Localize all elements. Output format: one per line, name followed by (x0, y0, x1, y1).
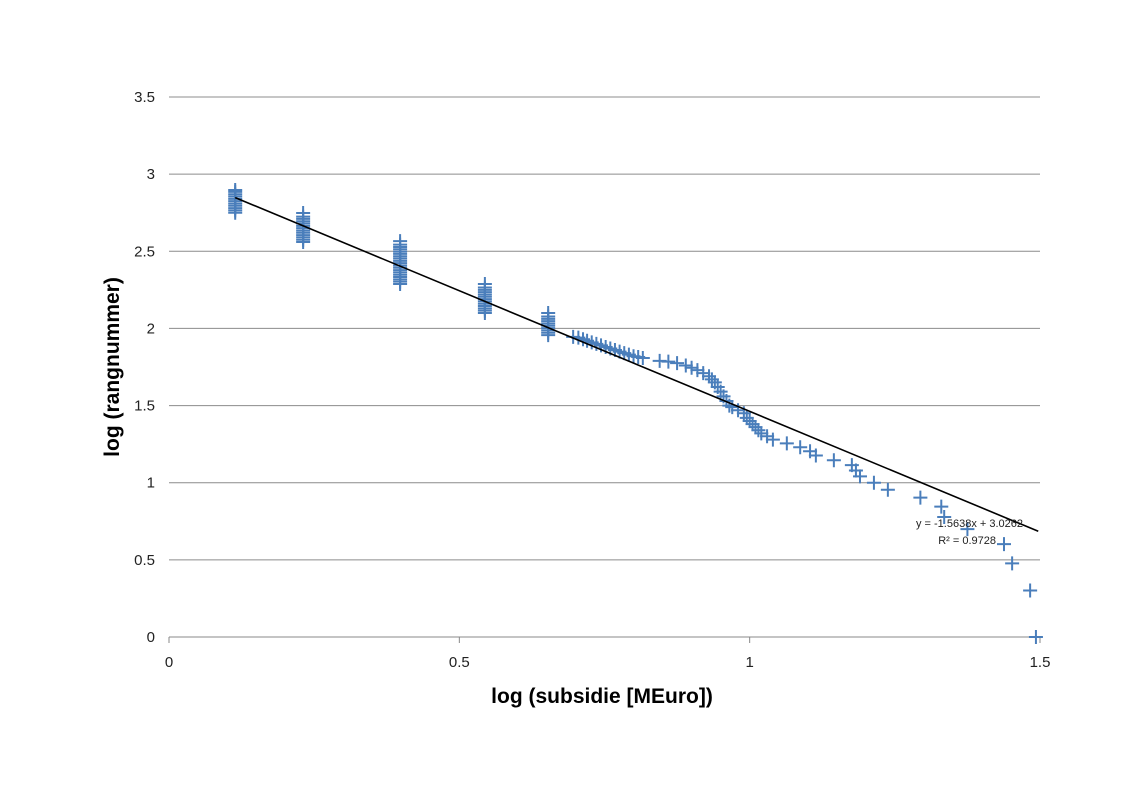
data-point (661, 354, 676, 369)
data-point (684, 360, 699, 375)
x-axis-title: log (subsidie [MEuro]) (491, 685, 713, 708)
data-point (852, 469, 867, 484)
x-tick-labels: 0 0.5 1 1.5 (165, 637, 1051, 671)
data-point (477, 276, 492, 291)
data-point (765, 432, 780, 447)
data-point (960, 522, 975, 537)
data-point (670, 356, 685, 371)
data-point (913, 490, 928, 505)
data-point (826, 453, 841, 468)
data-point (866, 475, 881, 490)
data-point (745, 417, 760, 432)
y-tick-label: 3 (147, 166, 155, 183)
data-point (742, 414, 757, 428)
data-point (635, 351, 650, 366)
x-tick-label: 1 (745, 654, 753, 671)
y-tick-labels: 0 0.5 1 1.5 2 2.5 3 3.5 (134, 89, 155, 646)
data-point (678, 358, 693, 373)
trendline (234, 196, 1039, 533)
x-tick-label: 1.5 (1030, 654, 1051, 671)
data-point (1005, 556, 1020, 571)
data-point (779, 436, 794, 451)
data-point (1028, 630, 1043, 644)
data-point (731, 403, 746, 418)
y-tick-label: 1.5 (134, 398, 155, 415)
data-point (748, 420, 763, 435)
data-point (704, 372, 719, 387)
y-axis-title: log (rangnummer) (101, 277, 124, 457)
data-point (754, 426, 769, 441)
y-tick-label: 2.5 (134, 243, 155, 260)
data-point (793, 440, 808, 455)
y-tick-label: 0.5 (134, 552, 155, 569)
data-point (808, 448, 823, 463)
y-tick-label: 1 (147, 475, 155, 492)
data-point (751, 423, 766, 438)
data-point (934, 499, 949, 514)
gridlines (169, 96, 1040, 561)
data-point (937, 509, 952, 524)
data-point (739, 410, 754, 425)
data-point (996, 537, 1011, 552)
data-points (228, 183, 1043, 644)
data-point (296, 206, 311, 221)
data-point (1023, 583, 1038, 598)
data-point (760, 429, 775, 444)
y-tick-label: 0 (147, 629, 155, 646)
data-point (228, 183, 243, 198)
data-point (880, 482, 895, 497)
x-tick-label: 0.5 (449, 654, 470, 671)
data-point (690, 363, 705, 378)
trendline-equation: y = -1.5638x + 3.0262 (916, 518, 1023, 530)
data-point (702, 369, 717, 384)
data-point (393, 234, 408, 249)
trendline-r2: R² = 0.9728 (938, 535, 996, 547)
x-tick-label: 0 (165, 654, 173, 671)
y-tick-label: 2 (147, 320, 155, 337)
data-point (725, 400, 740, 415)
y-tick-label: 3.5 (134, 89, 155, 106)
data-point (541, 306, 556, 320)
data-point (696, 366, 711, 381)
